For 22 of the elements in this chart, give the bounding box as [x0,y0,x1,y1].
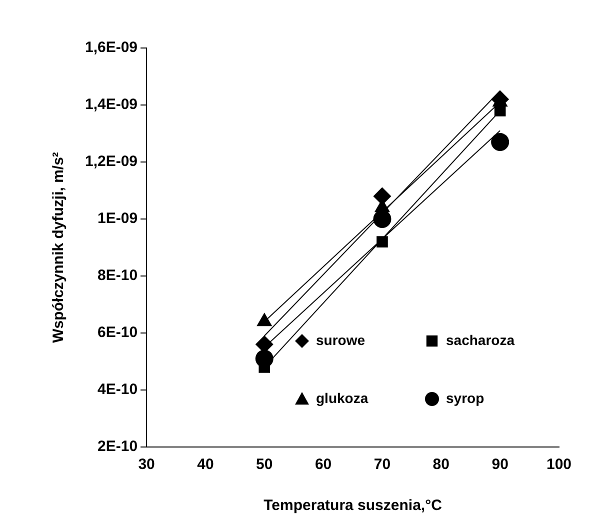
legend-label: glukoza [316,390,368,406]
y-tick-label: 4E-10 [98,381,138,398]
x-axis-title: Temperatura suszenia,°C [264,497,442,514]
y-tick-label: 1E-09 [98,210,138,228]
y-tick-label: 1,2E-09 [84,153,138,170]
y-axis-title: Współczynnik dyfuzji, m/s² [50,152,68,343]
legend-label: sacharoza [446,332,515,348]
legend-label: syrop [446,390,484,406]
x-tick-label: 90 [492,456,508,474]
y-tick-label: 2E-10 [98,438,138,456]
y-tick-label: 6E-10 [98,324,138,342]
x-tick-label: 80 [432,456,450,474]
x-tick-label: 30 [138,456,155,474]
x-tick-label: 50 [256,456,273,474]
x-tick-label: 60 [314,456,332,474]
x-tick-label: 40 [197,456,214,474]
x-tick-label: 70 [374,456,391,474]
y-tick-label: 1,6E-09 [84,39,138,56]
x-tick-label: 100 [546,456,572,474]
legend-label: surowe [316,332,366,348]
y-tick-label: 1,4E-09 [84,96,138,114]
y-tick-label: 8E-10 [98,267,138,284]
